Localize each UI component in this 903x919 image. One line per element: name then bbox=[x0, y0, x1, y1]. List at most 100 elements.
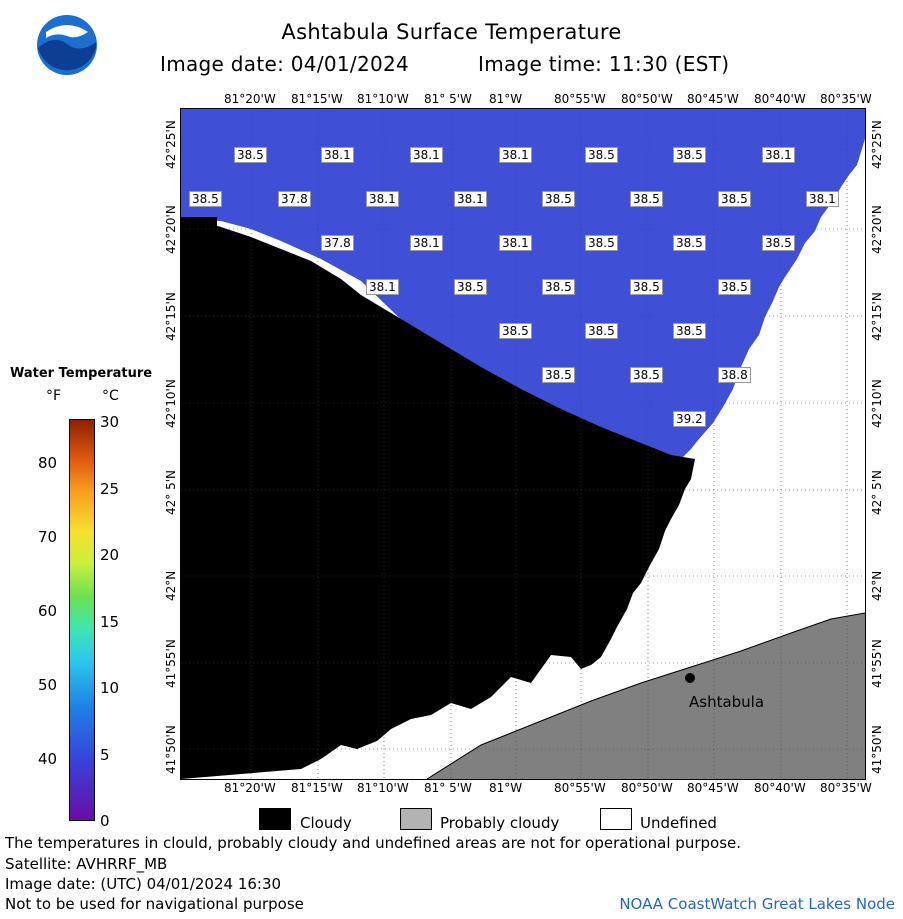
temperature-label: 38.1 bbox=[762, 147, 795, 163]
scale-tick-f: 80 bbox=[38, 454, 58, 472]
temperature-label: 38.5 bbox=[630, 367, 663, 383]
lat-tick-label: 42°20'N bbox=[870, 205, 884, 254]
key-undefined-label: Undefined bbox=[640, 814, 717, 832]
page-title: Ashtabula Surface Temperature bbox=[281, 20, 622, 44]
temperature-label: 38.5 bbox=[718, 191, 751, 207]
scale-tick-c: 15 bbox=[100, 612, 120, 631]
footer-utc-date: Image date: (UTC) 04/01/2024 16:30 bbox=[5, 875, 282, 893]
temperature-label: 38.5 bbox=[542, 279, 575, 295]
lon-tick-label: 80°55'W bbox=[554, 92, 606, 106]
key-undefined-swatch bbox=[600, 808, 632, 830]
lon-tick-label: 81°10'W bbox=[357, 92, 409, 106]
lat-tick-label: 42°10'N bbox=[870, 379, 884, 428]
lat-tick-label: 42°25'N bbox=[164, 120, 178, 169]
lon-tick-label: 81°W bbox=[489, 92, 523, 106]
legend-title: Water Temperature bbox=[10, 366, 153, 381]
scale-tick-c: 10 bbox=[100, 679, 120, 697]
scale-tick-c: 20 bbox=[100, 546, 120, 564]
legend-unit-f: °F bbox=[46, 388, 62, 404]
temperature-label: 38.5 bbox=[673, 235, 706, 251]
temperature-label: 38.1 bbox=[806, 191, 839, 207]
city-marker bbox=[685, 673, 695, 683]
lon-tick-label: 81°10'W bbox=[357, 781, 409, 795]
image-date: Image date: 04/01/2024 bbox=[160, 52, 410, 76]
temperature-label: 38.5 bbox=[630, 279, 663, 295]
temperature-label: 38.1 bbox=[454, 191, 487, 207]
lon-tick-label: 80°45'W bbox=[687, 781, 739, 795]
temperature-label: 38.1 bbox=[366, 191, 399, 207]
footer-nav-warning: Not to be used for navigational purpose bbox=[5, 895, 304, 913]
land-area bbox=[427, 613, 865, 779]
key-cloudy-label: Cloudy bbox=[300, 814, 352, 832]
scale-tick-c: 25 bbox=[100, 479, 120, 498]
scale-tick-f: 70 bbox=[38, 528, 58, 546]
lon-tick-label: 81°W bbox=[489, 781, 523, 795]
footer-credit: NOAA CoastWatch Great Lakes Node bbox=[619, 895, 895, 913]
lat-tick-label: 42°N bbox=[164, 570, 178, 601]
temperature-label: 38.5 bbox=[762, 235, 795, 251]
lon-tick-label: 80°50'W bbox=[621, 781, 673, 795]
lat-tick-label: 42°25'N bbox=[870, 120, 884, 169]
shoreline bbox=[426, 612, 865, 779]
temperature-label: 38.5 bbox=[585, 323, 618, 339]
scale-tick-c: 30 bbox=[100, 413, 120, 431]
temperature-label: 38.1 bbox=[410, 147, 443, 163]
image-time: Image time: 11:30 (EST) bbox=[478, 52, 730, 76]
temperature-label: 38.5 bbox=[718, 279, 751, 295]
temperature-label: 39.2 bbox=[673, 411, 706, 427]
scale-tick-f: 60 bbox=[38, 602, 58, 620]
lon-tick-label: 81°20'W bbox=[224, 92, 276, 106]
temperature-label: 38.5 bbox=[673, 323, 706, 339]
temperature-label: 38.5 bbox=[673, 147, 706, 163]
footer-note: The temperatures in clould, probably clo… bbox=[5, 834, 742, 852]
temperature-label: 38.5 bbox=[499, 323, 532, 339]
noaa-logo-text: NOAA bbox=[55, 27, 79, 36]
footer-satellite: Satellite: AVHRRF_MB bbox=[5, 855, 168, 873]
temperature-label: 38.1 bbox=[321, 147, 354, 163]
scale-tick-c: 5 bbox=[100, 745, 110, 764]
lat-tick-label: 42° 5'N bbox=[164, 470, 178, 515]
lon-tick-label: 80°35'W bbox=[820, 781, 872, 795]
lat-tick-label: 42°15'N bbox=[164, 292, 178, 341]
key-probably-cloudy-swatch bbox=[400, 808, 432, 830]
temperature-label: 38.1 bbox=[410, 235, 443, 251]
temperature-label: 38.5 bbox=[542, 191, 575, 207]
lat-tick-label: 41°55'N bbox=[164, 639, 178, 688]
key-probably-cloudy-label: Probably cloudy bbox=[440, 814, 560, 832]
city-label: Ashtabula bbox=[689, 693, 765, 711]
lat-tick-label: 42°20'N bbox=[164, 205, 178, 254]
temperature-label: 37.8 bbox=[321, 235, 354, 251]
lon-tick-label: 80°55'W bbox=[554, 781, 606, 795]
temperature-label: 38.5 bbox=[585, 235, 618, 251]
lat-tick-label: 42° 5'N bbox=[870, 470, 884, 515]
scale-tick-c: 0 bbox=[100, 812, 110, 830]
lon-tick-label: 81°15'W bbox=[291, 92, 343, 106]
lon-tick-label: 80°50'W bbox=[621, 92, 673, 106]
lat-tick-label: 41°50'N bbox=[164, 725, 178, 774]
temperature-label: 38.5 bbox=[234, 147, 267, 163]
temperature-label: 38.1 bbox=[499, 235, 532, 251]
key-cloudy-swatch bbox=[259, 808, 291, 830]
water-area bbox=[181, 109, 865, 457]
lon-tick-label: 81° 5'W bbox=[424, 92, 472, 106]
temperature-label: 38.5 bbox=[630, 191, 663, 207]
lon-tick-label: 80°45'W bbox=[687, 92, 739, 106]
temperature-label: 38.5 bbox=[189, 191, 222, 207]
temperature-label: 38.8 bbox=[718, 367, 751, 383]
temperature-label: 38.1 bbox=[499, 147, 532, 163]
lon-tick-label: 81°15'W bbox=[291, 781, 343, 795]
color-scale-bar bbox=[69, 419, 95, 821]
lat-tick-label: 41°55'N bbox=[870, 639, 884, 688]
lon-tick-label: 81° 5'W bbox=[424, 781, 472, 795]
lat-tick-label: 42°N bbox=[870, 570, 884, 601]
temperature-label: 38.5 bbox=[542, 367, 575, 383]
cloud-area bbox=[181, 221, 695, 779]
temperature-label: 38.5 bbox=[585, 147, 618, 163]
lon-tick-label: 80°35'W bbox=[820, 92, 872, 106]
lat-tick-label: 42°15'N bbox=[870, 292, 884, 341]
temperature-label: 38.5 bbox=[454, 279, 487, 295]
temperature-map[interactable]: 38.5 38.1 38.1 38.1 38.5 38.5 38.1 38.5 37.8 38.1… bbox=[180, 108, 866, 780]
noaa-logo-icon: NOAA bbox=[36, 14, 98, 76]
map-canvas bbox=[181, 109, 865, 779]
temperature-label: 38.1 bbox=[366, 279, 399, 295]
